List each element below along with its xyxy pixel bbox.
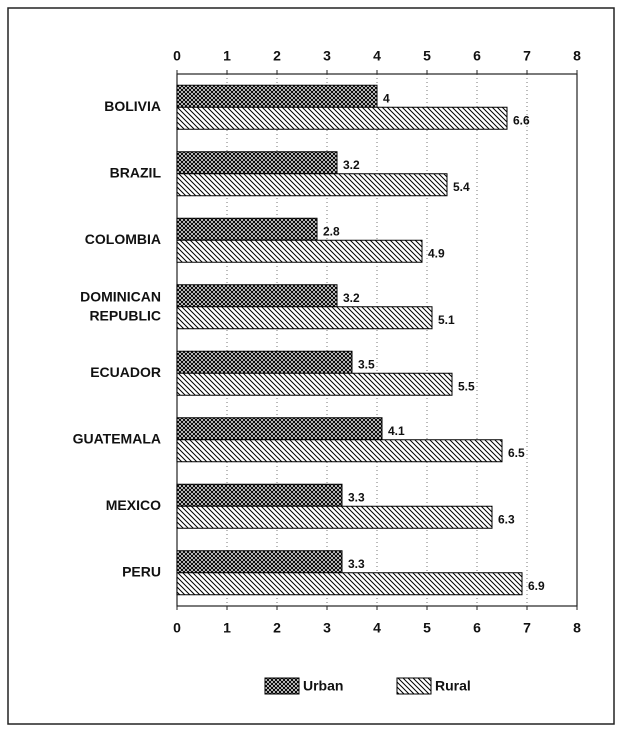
bar [176, 306, 433, 330]
bar [176, 173, 448, 197]
x-tick-label: 5 [423, 48, 431, 64]
bar [176, 350, 353, 374]
data-label: 3.2 [343, 158, 360, 172]
bar [176, 151, 338, 175]
bar [176, 550, 343, 574]
data-label: 3.3 [348, 490, 365, 504]
bar [176, 84, 378, 108]
bar [176, 217, 318, 241]
bar [176, 372, 453, 396]
data-label: 4 [383, 91, 390, 105]
x-tick-label: 2 [273, 48, 281, 64]
y-tick-label: ECUADOR [90, 364, 161, 380]
legend-swatch [396, 677, 432, 695]
data-label: 6.6 [513, 113, 530, 127]
bar [176, 572, 523, 596]
bar [176, 483, 343, 507]
y-tick-label: MEXICO [106, 497, 161, 513]
x-tick-label: 6 [473, 48, 481, 64]
x-tick-label: 3 [323, 620, 331, 636]
x-tick-label: 7 [523, 620, 531, 636]
x-tick-label: 1 [223, 48, 231, 64]
x-tick-label: 5 [423, 620, 431, 636]
data-label: 3.5 [358, 357, 375, 371]
bar [176, 239, 423, 263]
data-label: 5.5 [458, 379, 475, 393]
x-tick-label: 2 [273, 620, 281, 636]
x-tick-label: 8 [573, 48, 581, 64]
y-tick-label: PERU [122, 563, 161, 579]
y-tick-label: BRAZIL [110, 164, 162, 180]
legend-label: Rural [435, 678, 471, 694]
legend-label: Urban [303, 678, 343, 694]
y-tick-label: COLOMBIA [85, 231, 161, 247]
data-label: 4.9 [428, 246, 445, 260]
data-label: 4.1 [388, 424, 405, 438]
plot-area [176, 73, 578, 607]
data-label: 5.4 [453, 180, 470, 194]
y-tick-label: BOLIVIA [104, 98, 161, 114]
data-label: 3.3 [348, 557, 365, 571]
bar [176, 439, 503, 463]
y-tick-label: GUATEMALA [73, 430, 161, 446]
legend-swatch [264, 677, 300, 695]
y-tick-label: DOMINICAN REPUBLIC [80, 288, 161, 323]
data-label: 6.5 [508, 446, 525, 460]
x-tick-label: 0 [173, 48, 181, 64]
bar [176, 106, 508, 130]
x-tick-label: 0 [173, 620, 181, 636]
data-label: 2.8 [323, 224, 340, 238]
data-label: 6.3 [498, 512, 515, 526]
data-label: 6.9 [528, 579, 545, 593]
x-tick-label: 4 [373, 620, 381, 636]
data-label: 5.1 [438, 313, 455, 327]
bar [176, 505, 493, 529]
bar [176, 284, 338, 308]
x-tick-label: 1 [223, 620, 231, 636]
x-tick-label: 4 [373, 48, 381, 64]
frame [7, 7, 615, 725]
x-tick-label: 3 [323, 48, 331, 64]
data-label: 3.2 [343, 291, 360, 305]
x-tick-label: 6 [473, 620, 481, 636]
x-tick-label: 7 [523, 48, 531, 64]
bar [176, 417, 383, 441]
x-tick-label: 8 [573, 620, 581, 636]
